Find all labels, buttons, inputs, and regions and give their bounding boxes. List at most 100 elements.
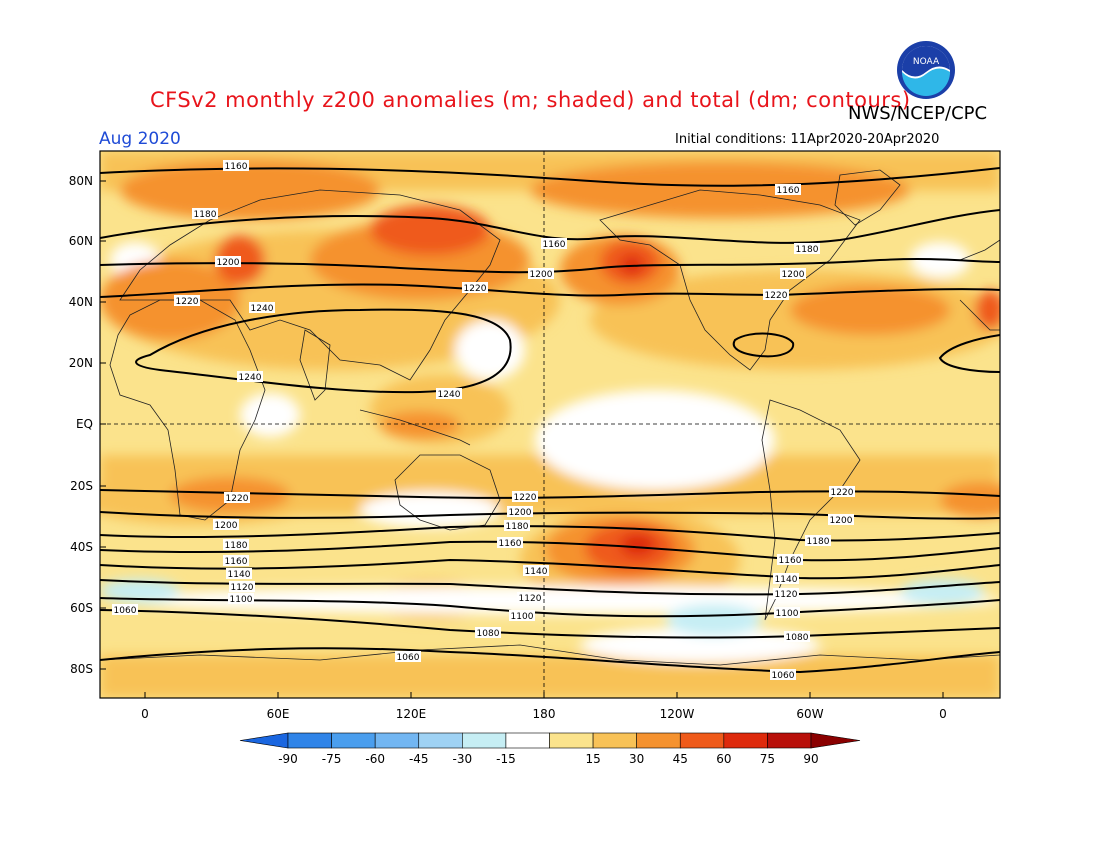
noaa-logo: NOAA xyxy=(897,41,955,99)
contour-label: 1200 xyxy=(828,514,854,526)
lon-label: 0 xyxy=(141,707,149,721)
contour-label: 1120 xyxy=(229,581,255,593)
contour-label: 1200 xyxy=(215,256,241,268)
lat-label: 20N xyxy=(69,356,93,370)
contour-label: 1140 xyxy=(226,568,252,580)
coast-australia xyxy=(394,454,501,531)
contour-label: 1180 xyxy=(192,208,218,220)
contour-label: 1060 xyxy=(395,651,421,663)
svg-text:1060: 1060 xyxy=(772,671,795,681)
svg-text:1200: 1200 xyxy=(782,270,805,280)
colorbar-tick-label: 15 xyxy=(585,752,600,766)
contour-label: 1160 xyxy=(541,238,567,250)
svg-text:1080: 1080 xyxy=(786,633,809,643)
colorbar-tick-label: 90 xyxy=(803,752,818,766)
lon-label: 0 xyxy=(939,707,947,721)
svg-text:1180: 1180 xyxy=(807,537,830,547)
coast-eurasia xyxy=(119,189,501,381)
svg-text:1100: 1100 xyxy=(511,612,534,622)
colorbar: -90 -75 -60 -45 -30 -15 15 30 45 60 75 90 xyxy=(239,732,861,766)
contour-label: 1200 xyxy=(213,519,239,531)
colorbar-tick-label: 45 xyxy=(673,752,688,766)
contour-1200-north xyxy=(100,258,1000,274)
contour-label: 1100 xyxy=(228,593,254,605)
colorbar-swatch xyxy=(374,732,420,749)
contour-label: 1200 xyxy=(507,506,533,518)
colorbar-swatch xyxy=(592,732,637,749)
contour-label: 1180 xyxy=(504,520,530,532)
svg-text:1160: 1160 xyxy=(499,539,522,549)
colorbar-arrow-low xyxy=(239,732,289,749)
contour-lines xyxy=(100,167,1000,674)
contour-label: 1120 xyxy=(773,588,799,600)
svg-text:1240: 1240 xyxy=(438,390,461,400)
contour-label: 1180 xyxy=(223,539,249,551)
svg-text:1220: 1220 xyxy=(514,493,537,503)
contour-label: 1080 xyxy=(475,627,501,639)
contour-1060-south xyxy=(100,647,1000,674)
contour-1240-atlantic xyxy=(732,332,795,358)
contour-1080-south xyxy=(100,609,1000,639)
longitude-labels: 0 60E 120E 180 120W 60W 0 xyxy=(141,692,947,721)
contour-label: 1060 xyxy=(770,669,796,681)
contour-label: 1160 xyxy=(223,160,249,172)
svg-text:1120: 1120 xyxy=(775,590,798,600)
chart-title: CFSv2 monthly z200 anomalies (m; shaded)… xyxy=(150,88,911,112)
latitude-labels: 80N 60N 40N 20N EQ 20S 40S 60S 80S xyxy=(69,174,106,676)
lat-label: EQ xyxy=(76,417,93,431)
svg-text:1060: 1060 xyxy=(114,606,137,616)
lon-label: 120E xyxy=(396,707,427,721)
svg-text:1140: 1140 xyxy=(775,575,798,585)
contour-1140-south xyxy=(100,558,1000,580)
contour-label: 1240 xyxy=(237,371,263,383)
svg-text:1240: 1240 xyxy=(239,373,262,383)
svg-text:1080: 1080 xyxy=(477,629,500,639)
svg-text:1200: 1200 xyxy=(530,270,553,280)
colorbar-swatch xyxy=(331,732,376,749)
coast-antarctica xyxy=(100,644,1000,666)
svg-text:1160: 1160 xyxy=(225,557,248,567)
contour-1240-north-west xyxy=(135,308,512,394)
svg-text:1220: 1220 xyxy=(226,494,249,504)
contour-labels: 1160 1160 1160 1180 1180 1200 1200 1200 1220 1220… xyxy=(112,160,855,681)
contour-label: 1060 xyxy=(112,604,138,616)
contour-label: 1080 xyxy=(784,631,810,643)
contour-label: 1240 xyxy=(249,302,275,314)
svg-text:1100: 1100 xyxy=(230,595,253,605)
lat-label: 80N xyxy=(69,174,93,188)
contour-label: 1180 xyxy=(805,535,831,547)
lon-label: 60E xyxy=(267,707,290,721)
svg-text:1180: 1180 xyxy=(506,522,529,532)
contour-label: 1140 xyxy=(523,565,549,577)
lon-label: 60W xyxy=(796,707,823,721)
colorbar-tick-label: -60 xyxy=(365,752,385,766)
colorbar-tick-label: -30 xyxy=(453,752,473,766)
colorbar-swatch xyxy=(287,732,332,749)
colorbar-swatch xyxy=(679,732,725,749)
contour-label: 1120 xyxy=(517,592,543,604)
svg-text:1240: 1240 xyxy=(251,304,274,314)
coast-greenland xyxy=(834,169,901,226)
contour-label: 1220 xyxy=(512,491,538,503)
contour-label: 1200 xyxy=(528,268,554,280)
svg-text:1160: 1160 xyxy=(779,556,802,566)
svg-text:1180: 1180 xyxy=(194,210,217,220)
colorbar-tick-label: -15 xyxy=(496,752,516,766)
agency-label: NWS/NCEP/CPC xyxy=(848,103,988,124)
coastlines xyxy=(100,169,1000,666)
svg-text:1200: 1200 xyxy=(830,516,853,526)
colorbar-swatch xyxy=(549,732,594,749)
colorbar-arrow-high xyxy=(810,732,861,749)
forecast-month: Aug 2020 xyxy=(99,129,181,149)
lat-label: 60N xyxy=(69,234,93,248)
colorbar-swatch xyxy=(636,732,681,749)
colorbar-swatch xyxy=(767,732,812,749)
svg-text:1180: 1180 xyxy=(796,245,819,255)
svg-text:1120: 1120 xyxy=(231,583,254,593)
contour-label: 1140 xyxy=(773,573,799,585)
svg-text:1120: 1120 xyxy=(519,594,542,604)
contour-label: 1220 xyxy=(763,289,789,301)
contour-label: 1160 xyxy=(777,554,803,566)
contour-label: 1240 xyxy=(436,388,462,400)
contour-1180-north xyxy=(100,209,1000,244)
